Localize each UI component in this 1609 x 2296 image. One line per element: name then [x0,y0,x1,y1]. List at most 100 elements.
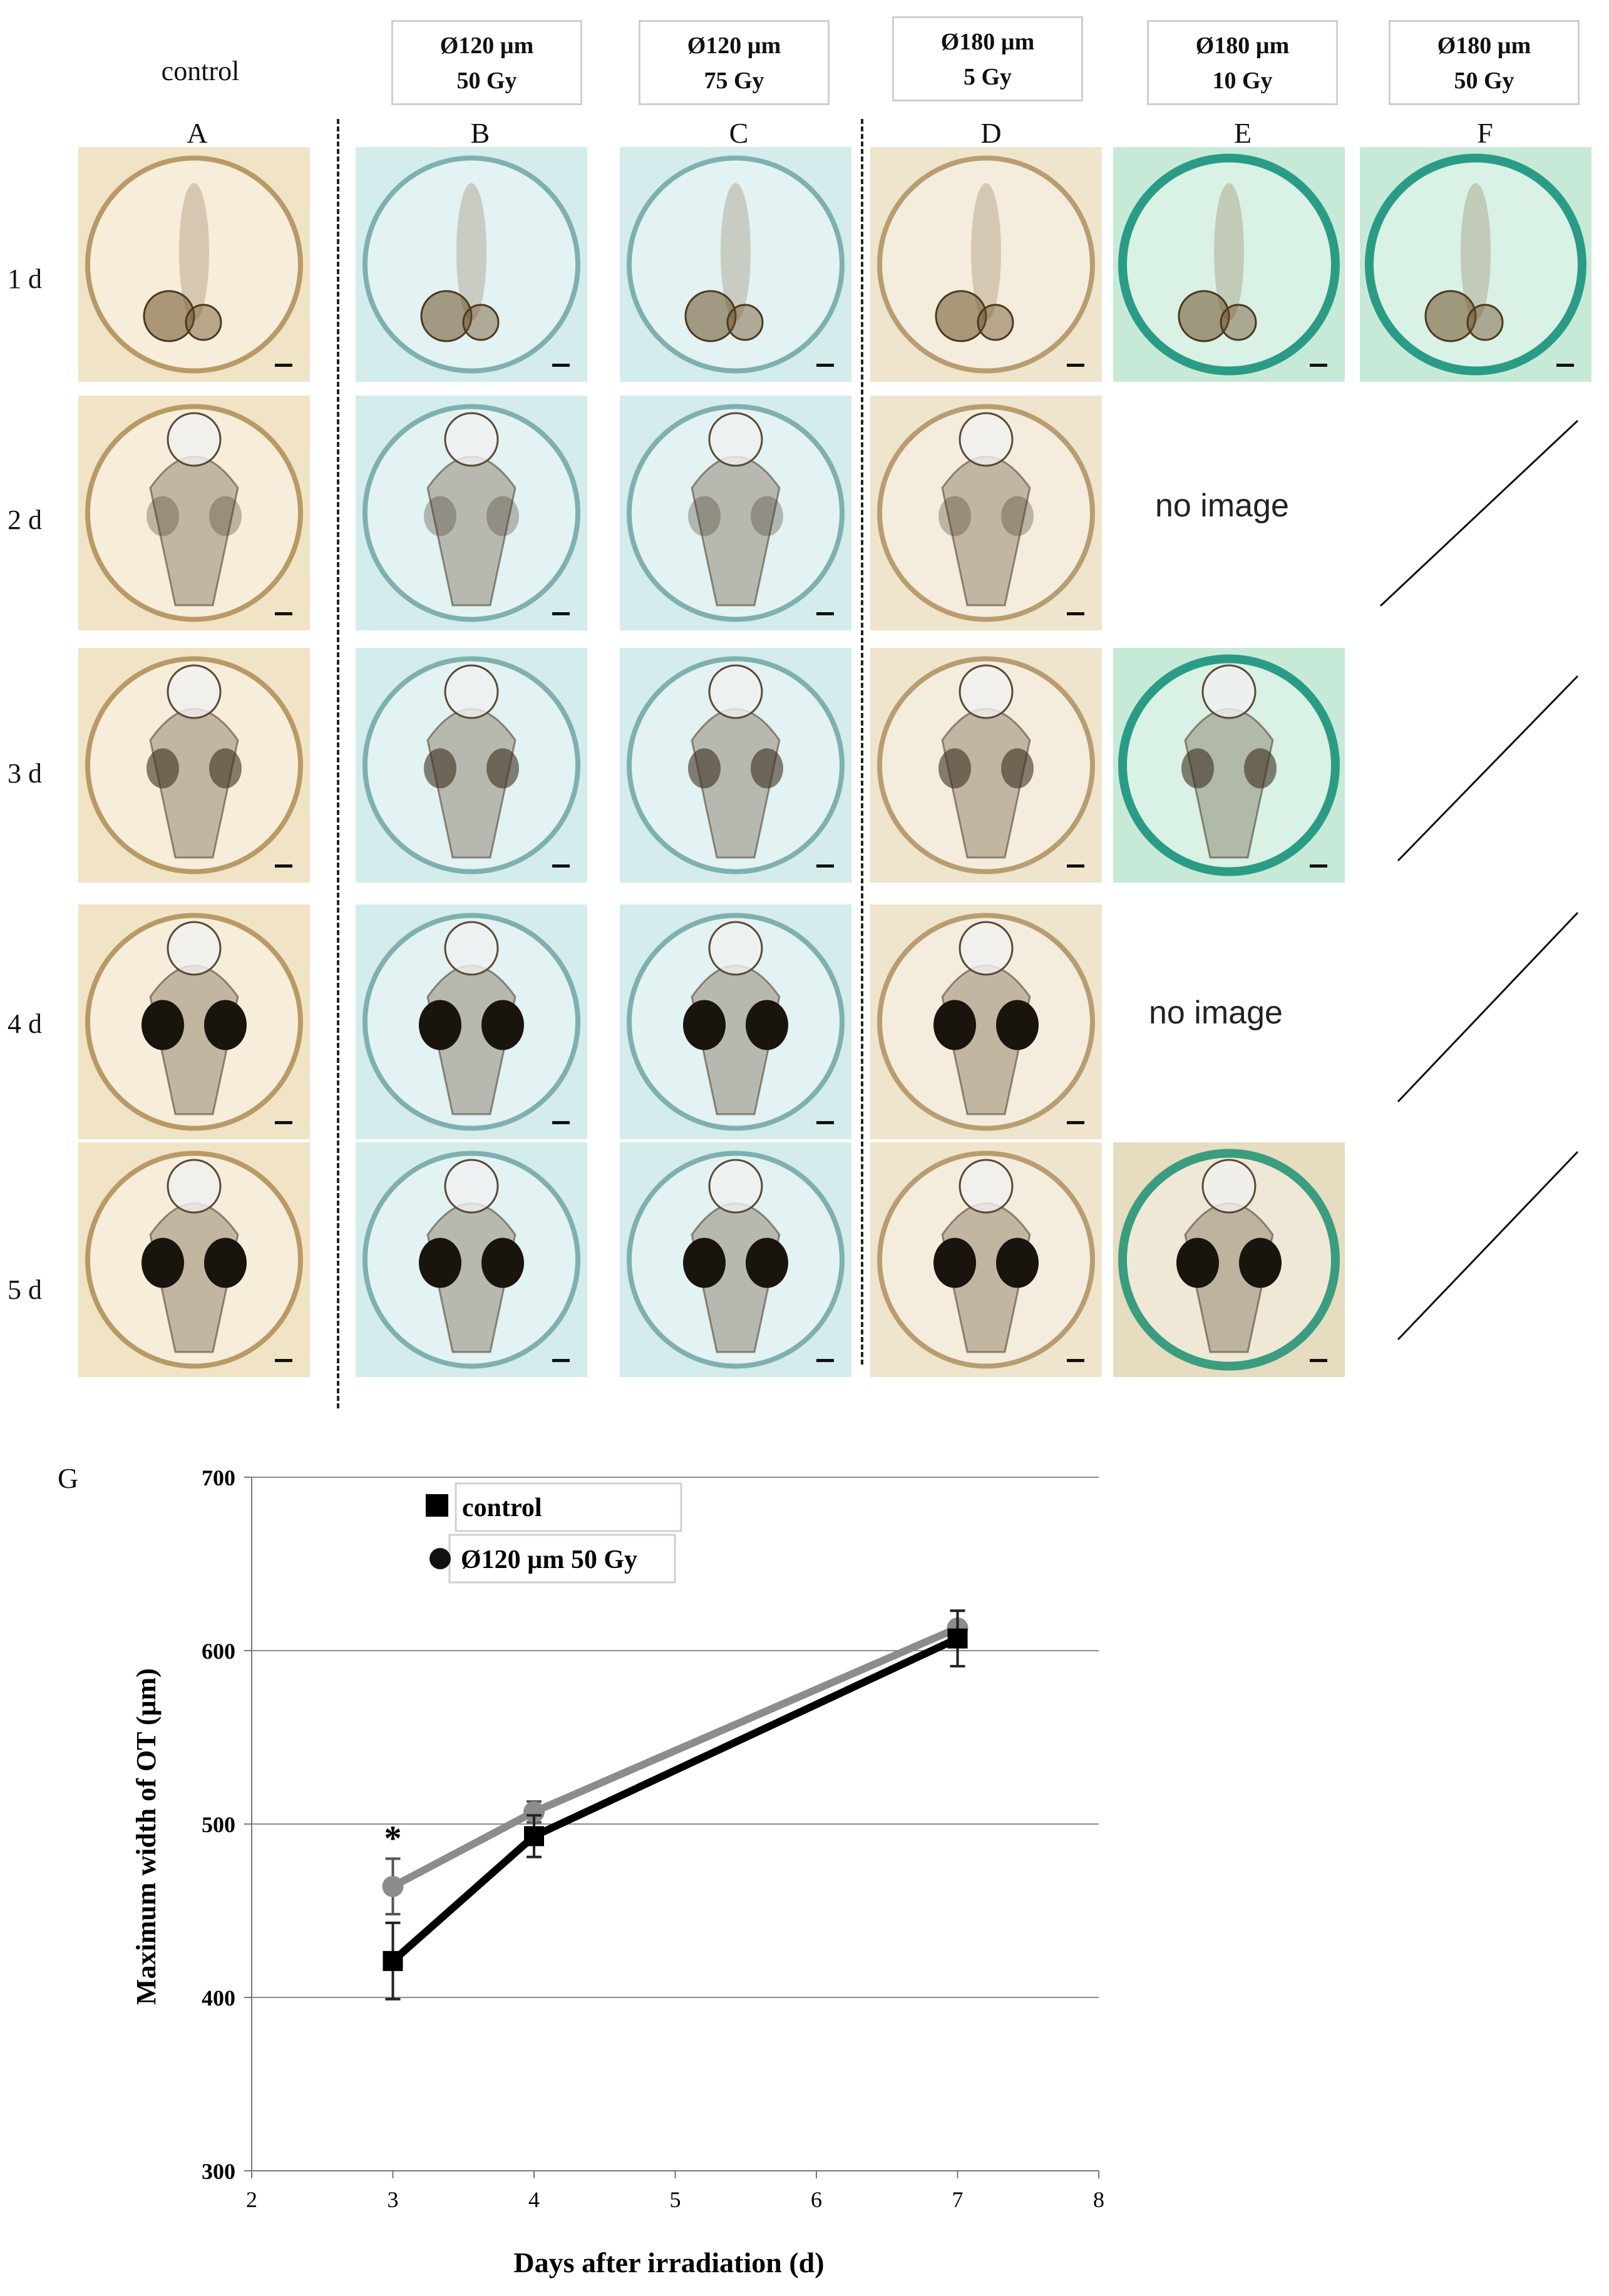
scale-bar [1310,864,1327,868]
eye [1176,1238,1219,1288]
micrograph-a-3d [78,648,310,883]
oil-droplet [708,412,763,467]
header-c-dose: 75 Gy [704,68,764,94]
row-label-1d: 1 d [8,264,42,294]
micrograph-d-4d [870,905,1102,1139]
chorion-membrane [85,656,303,874]
scale-bar [816,864,834,868]
eye [933,1238,976,1288]
column-letter-f: F [1477,117,1493,149]
separator-dashed-1 [337,119,339,1408]
x-tick-label: 5 [670,2187,681,2212]
chorion-membrane [877,656,1095,874]
micrograph-b-1d [356,147,587,382]
row-label-3d: 3 d [8,758,42,789]
chorion-membrane [362,913,580,1131]
scale-bar [1310,364,1327,367]
oil-droplet [959,412,1014,467]
legend-marker-control [426,1494,448,1517]
oil-droplet [726,304,764,341]
scale-bar [275,364,292,367]
oil-droplet [167,664,222,719]
eye [486,748,519,789]
embryo-drawing [877,404,1095,622]
row-label-2d: 2 d [8,505,42,535]
oil-droplet [959,664,1014,719]
data-point-irradiated [382,1875,404,1897]
embryo-drawing [627,913,845,1131]
y-tick-label: 400 [202,1986,235,2011]
legend-label-control: control [462,1494,542,1522]
oil-droplet [1424,290,1477,342]
embryo-drawing [362,404,580,622]
micrograph-f-1d [1360,147,1591,382]
column-letter-d: D [980,117,1002,149]
oil-droplet [444,921,499,976]
micrograph-b-3d [356,648,587,883]
chorion-membrane [877,155,1095,374]
embryo-axis [456,183,486,321]
series-line-irradiated [391,1624,959,1890]
oil-droplet [1466,304,1504,341]
micrograph-a-1d [78,147,310,382]
eye [683,1000,726,1050]
embryo-drawing [362,1151,580,1369]
chorion-membrane [85,155,303,374]
micrograph-b-4d [356,905,587,1139]
oil-droplet [420,290,473,342]
chorion-membrane [362,404,580,622]
chorion-membrane [877,404,1095,622]
eye [147,496,179,536]
data-point-irradiated [523,1801,545,1823]
data-point-control [383,1950,403,1971]
column-letter-e: E [1233,117,1252,149]
no-image-label-2d: no image [1155,488,1289,524]
oil-droplet [143,290,195,342]
header-d-diam: Ø180 µm [940,29,1035,55]
y-tick-label: 500 [202,1812,235,1837]
chorion-membrane [1118,654,1340,876]
micrograph-d-1d [870,147,1102,382]
eye [419,1238,461,1288]
x-tick-label: 4 [528,2187,540,2212]
legend-marker-irradiated [429,1548,451,1569]
oil-droplet [708,921,763,976]
oil-droplet [444,1159,499,1214]
chorion-membrane [1118,1149,1340,1371]
micrograph-a-2d [78,396,310,630]
embryo-drawing [85,404,303,622]
scale-bar [1067,1121,1084,1124]
chorion-membrane [627,656,845,874]
micrograph-b-5d [356,1142,587,1377]
embryo-drawing [627,656,845,874]
eye [1239,1238,1282,1288]
scale-bar [1067,1359,1084,1362]
micrograph-a-5d [78,1142,310,1377]
oil-droplet [444,412,499,467]
embryo-axis [1214,183,1244,321]
header-d-dose: 5 Gy [963,64,1012,90]
eye [1001,496,1034,536]
embryo-drawing [1365,153,1586,376]
embryo-drawing [85,1151,303,1369]
eye [204,1238,247,1288]
oil-droplet [708,1159,763,1214]
oil-droplet [935,290,987,342]
scale-bar [275,1121,292,1124]
oil-droplet [167,921,222,976]
legend-box-irradiated [448,1534,676,1584]
chorion-membrane [1365,153,1586,376]
legend-label-irradiated: Ø120 µm 50 Gy [461,1545,637,1574]
embryo-drawing [362,155,580,374]
micrograph-e-3d [1113,648,1345,883]
oil-droplet [959,1159,1014,1214]
header-b-dose: 50 Gy [456,68,517,94]
embryo-drawing [362,656,580,874]
eye [996,1000,1039,1050]
chorion-membrane [85,1151,303,1369]
scale-bar [552,612,570,615]
header-c-diam: Ø120 µm [687,33,781,59]
oil-droplet [1220,304,1257,341]
scale-bar [1556,364,1574,367]
